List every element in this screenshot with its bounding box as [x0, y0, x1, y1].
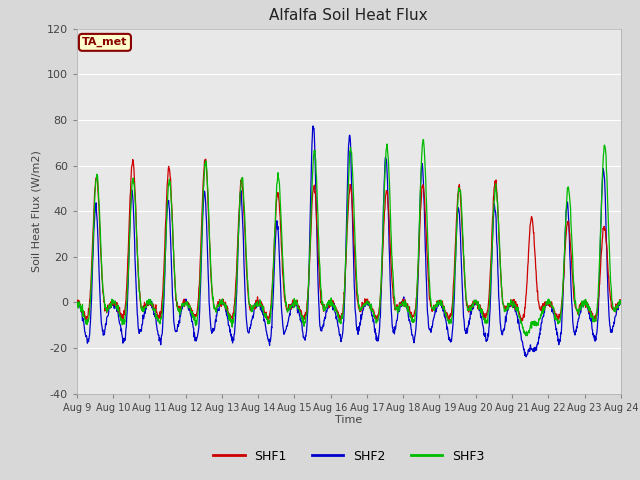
SHF1	[194, 303, 202, 309]
SHF2	[617, 300, 625, 306]
SHF3	[522, 333, 530, 339]
SHF1	[553, 312, 561, 318]
SHF1	[434, 300, 442, 306]
Line: SHF2: SHF2	[77, 126, 621, 357]
SHF3	[553, 317, 561, 323]
SHF2	[255, 298, 262, 304]
SHF3	[194, 312, 202, 318]
SHF1	[202, 156, 209, 162]
SHF1	[73, 299, 81, 304]
SHF2	[522, 354, 530, 360]
SHF2	[73, 298, 81, 304]
SHF3	[255, 303, 262, 309]
SHF3	[434, 302, 442, 308]
SHF1	[505, 302, 513, 308]
Line: SHF1: SHF1	[77, 159, 621, 321]
SHF3	[180, 303, 188, 309]
SHF3	[420, 137, 428, 143]
Text: TA_met: TA_met	[82, 37, 127, 48]
X-axis label: Time: Time	[335, 415, 362, 425]
SHF2	[194, 331, 202, 337]
SHF1	[617, 298, 625, 304]
SHF3	[73, 304, 81, 310]
Line: SHF3: SHF3	[77, 140, 621, 336]
Y-axis label: Soil Heat Flux (W/m2): Soil Heat Flux (W/m2)	[31, 150, 41, 272]
SHF2	[505, 306, 513, 312]
SHF3	[617, 300, 625, 306]
SHF1	[255, 303, 263, 309]
Legend: SHF1, SHF2, SHF3: SHF1, SHF2, SHF3	[209, 444, 489, 468]
Title: Alfalfa Soil Heat Flux: Alfalfa Soil Heat Flux	[269, 9, 428, 24]
SHF2	[309, 123, 317, 129]
SHF2	[434, 302, 442, 308]
SHF2	[553, 332, 561, 338]
SHF3	[505, 306, 513, 312]
SHF2	[180, 298, 188, 304]
SHF1	[180, 303, 188, 309]
SHF1	[518, 318, 525, 324]
